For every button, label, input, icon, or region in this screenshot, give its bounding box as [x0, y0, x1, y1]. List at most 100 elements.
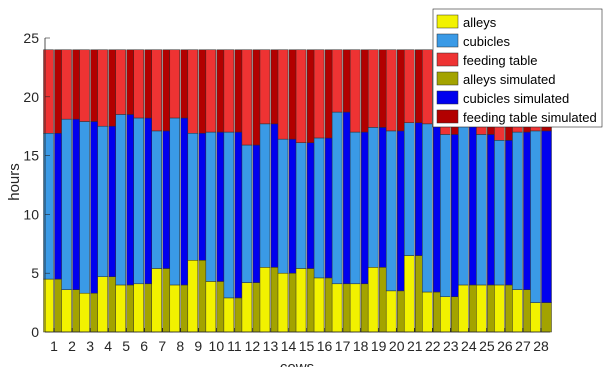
- bar-18-obs-2: [349, 49, 361, 133]
- bar-6-obs-2: [133, 49, 144, 119]
- bar-10-obs-1: [205, 131, 217, 282]
- y-tick-label: 10: [23, 206, 39, 222]
- x-tick-label: 2: [68, 338, 76, 354]
- bars-group: [43, 49, 552, 333]
- bar-5-obs-1: [115, 114, 126, 286]
- legend-entry: alleys: [463, 15, 497, 30]
- bar-14-obs-1: [277, 138, 289, 274]
- bar-19-obs-0: [367, 267, 379, 333]
- bar-20-obs-0: [385, 290, 397, 333]
- bar-15-obs-0: [295, 268, 307, 333]
- legend-swatch: [436, 14, 459, 29]
- bar-23-obs-1: [440, 134, 451, 297]
- bar-1-obs-2: [43, 49, 54, 134]
- bar-8-obs-2: [169, 49, 181, 119]
- bar-13-obs-1: [259, 123, 271, 268]
- x-tick-label: 12: [245, 338, 261, 354]
- x-tick-label: 1: [50, 338, 58, 354]
- x-tick-label: 18: [353, 338, 369, 354]
- bar-12-obs-1: [241, 144, 253, 283]
- bar-7-obs-1: [151, 130, 162, 269]
- bar-18-obs-1: [349, 131, 361, 285]
- x-tick-label: 17: [335, 338, 351, 354]
- x-tick-label: 14: [281, 338, 297, 354]
- bar-17-obs-2: [331, 49, 343, 113]
- bar-4-obs-1: [97, 125, 108, 277]
- x-tick-label: 19: [371, 338, 387, 354]
- legend-entry: alleys simulated: [463, 72, 556, 87]
- x-tick-label: 8: [176, 338, 184, 354]
- bar-3-obs-1: [79, 121, 90, 294]
- bar-17-obs-1: [331, 111, 343, 285]
- bar-3-obs-0: [79, 292, 90, 333]
- bar-22-obs-1: [422, 123, 433, 293]
- bar-25-obs-0: [476, 284, 487, 333]
- x-tick-label: 20: [389, 338, 405, 354]
- bar-24-obs-0: [458, 284, 469, 333]
- bar-4-obs-2: [97, 49, 108, 127]
- y-axis-label: hours: [6, 163, 23, 201]
- x-tick-label: 3: [86, 338, 94, 354]
- legend-swatch: [436, 109, 459, 124]
- x-tick-label: 10: [209, 338, 225, 354]
- y-tick-label: 5: [31, 265, 39, 281]
- bar-10-obs-0: [205, 281, 217, 333]
- bar-14-obs-2: [277, 49, 289, 140]
- x-tick-label: 21: [407, 338, 423, 354]
- legend-box: [432, 8, 603, 128]
- bar-24-obs-1: [458, 121, 469, 286]
- bar-20-obs-2: [385, 49, 397, 132]
- legend-swatch: [436, 52, 459, 67]
- bar-8-obs-1: [169, 117, 181, 286]
- bar-22-obs-0: [422, 291, 433, 333]
- legend-entry: feeding table: [463, 53, 537, 68]
- bar-8-obs-0: [169, 284, 181, 333]
- bar-12-obs-2: [241, 49, 253, 146]
- x-tick-label: 9: [194, 338, 202, 354]
- x-tick-label: 11: [227, 338, 242, 354]
- bar-14-obs-0: [277, 272, 289, 333]
- bar-23-obs-0: [440, 296, 451, 333]
- x-tick-label: 28: [533, 338, 549, 354]
- bar-28-sim-1: [541, 130, 552, 303]
- bar-20-obs-1: [385, 130, 397, 292]
- x-tick-label: 5: [122, 338, 130, 354]
- bar-11-obs-0: [223, 297, 235, 333]
- bar-15-obs-1: [295, 142, 307, 269]
- legend-entry: cubicles: [463, 34, 510, 49]
- bar-5-obs-0: [115, 284, 126, 333]
- x-tick-label: 26: [497, 338, 513, 354]
- bar-11-obs-1: [223, 131, 235, 299]
- bar-11-obs-2: [223, 49, 235, 133]
- bar-2-obs-0: [61, 289, 72, 333]
- bar-3-obs-2: [79, 49, 90, 122]
- x-tick-label: 15: [299, 338, 315, 354]
- bar-2-obs-2: [61, 49, 72, 120]
- bar-22-obs-2: [422, 49, 433, 125]
- x-tick-label: 27: [515, 338, 531, 354]
- x-tick-label: 24: [461, 338, 477, 354]
- bar-6-obs-0: [133, 283, 144, 333]
- bar-25-obs-1: [476, 134, 487, 286]
- legend-swatch: [436, 71, 459, 86]
- bar-21-obs-0: [403, 255, 415, 333]
- bar-5-obs-2: [115, 49, 126, 115]
- x-tick-label: 4: [104, 338, 112, 354]
- bar-27-obs-1: [512, 131, 523, 290]
- bar-28-sim-0: [541, 302, 552, 333]
- bar-19-obs-2: [367, 49, 379, 128]
- bar-15-obs-2: [295, 49, 307, 143]
- bar-12-obs-0: [241, 282, 253, 333]
- bar-9-obs-2: [187, 49, 199, 134]
- bar-13-obs-0: [259, 267, 271, 333]
- bar-10-obs-2: [205, 49, 217, 133]
- bar-7-obs-0: [151, 268, 162, 333]
- legend-entry: cubicles simulated: [463, 91, 569, 106]
- legend: alleys cubicles feeding table alleys simula…: [432, 8, 603, 128]
- x-tick-label: 16: [317, 338, 333, 354]
- legend-entry: feeding table simulated: [463, 110, 597, 125]
- bar-16-obs-0: [313, 277, 325, 333]
- x-tick-label: 25: [479, 338, 495, 354]
- y-tick-label: 20: [23, 89, 39, 105]
